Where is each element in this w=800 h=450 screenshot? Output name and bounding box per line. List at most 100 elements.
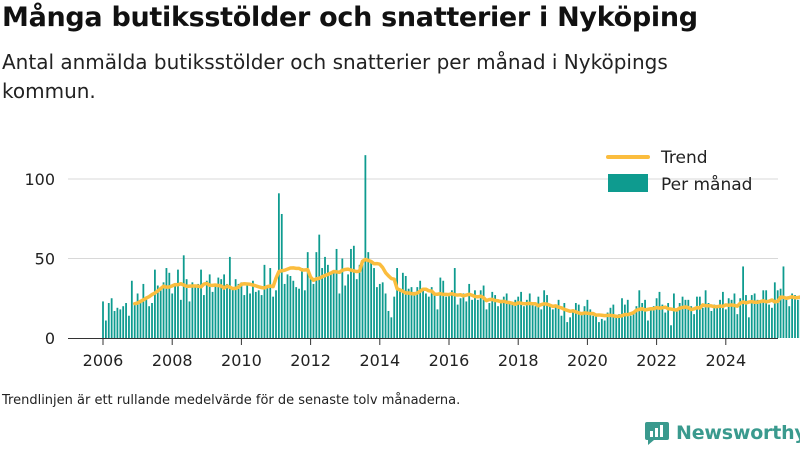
bar [543, 290, 546, 338]
bar [649, 307, 652, 338]
bar [736, 314, 739, 338]
bar [191, 282, 194, 338]
bar [430, 287, 433, 338]
chart-title: Många butiksstölder och snatterier i Nyk… [2, 2, 698, 33]
bar [249, 293, 251, 338]
bar [159, 290, 162, 338]
bar [373, 268, 375, 338]
brand: Newsworthy [644, 419, 800, 447]
bar [687, 299, 690, 338]
bar [182, 255, 185, 338]
bar [292, 280, 295, 338]
x-tick-label: 2022 [636, 351, 677, 370]
bar [673, 293, 675, 338]
bar [560, 315, 563, 338]
bar [719, 299, 721, 338]
bar [707, 303, 710, 338]
legend-bars-swatch [608, 174, 648, 192]
trend-line [132, 257, 800, 319]
bar [502, 296, 505, 338]
bar [554, 306, 557, 338]
bar [471, 299, 473, 338]
legend-trend-label: Trend [660, 148, 708, 168]
bar [341, 258, 344, 338]
bar [439, 277, 442, 338]
bar [179, 299, 182, 338]
brand-name: Newsworthy [676, 422, 800, 444]
x-axis-ticks: 2006 2008 2010 2012 2014 2016 2018 2020 2022 2024 [83, 338, 746, 370]
bar [295, 287, 298, 338]
bar [142, 283, 145, 338]
bar [678, 303, 681, 338]
bar [615, 315, 618, 338]
bar [364, 155, 367, 338]
bar [355, 279, 358, 338]
bar [433, 293, 436, 338]
bar [525, 299, 528, 338]
bar [511, 304, 514, 338]
bar [200, 269, 202, 338]
bar [358, 264, 361, 338]
bar [211, 291, 214, 338]
bar [128, 315, 130, 338]
bar [133, 304, 136, 338]
bar [612, 304, 615, 338]
bar [203, 295, 205, 338]
bar [586, 299, 589, 338]
bar [747, 317, 750, 338]
bar [327, 264, 329, 338]
bar [277, 193, 280, 338]
bar [384, 293, 387, 338]
bar [632, 310, 635, 338]
bar [600, 318, 603, 338]
bar [727, 298, 730, 338]
x-tick-label: 2024 [705, 351, 746, 370]
bar [145, 296, 148, 338]
bar [177, 269, 179, 338]
x-tick-label: 2006 [83, 351, 124, 370]
bar [376, 287, 378, 338]
newsworthy-logo-icon [645, 422, 669, 445]
bar [745, 295, 747, 338]
bar [598, 322, 600, 338]
bar [739, 298, 742, 338]
bar [246, 285, 249, 338]
bar [156, 285, 159, 338]
x-tick-label: 2016 [429, 351, 470, 370]
bar [318, 234, 321, 338]
bar [563, 303, 566, 338]
bar [459, 298, 462, 338]
bar [401, 272, 404, 338]
bar [782, 266, 785, 338]
x-tick-label: 2018 [498, 351, 539, 370]
bar [759, 303, 762, 338]
bar [592, 315, 595, 338]
bar [436, 309, 439, 338]
bar [168, 272, 171, 338]
bar [623, 304, 626, 338]
bar [263, 264, 266, 338]
bar [583, 306, 586, 338]
bar [234, 279, 237, 338]
bar [569, 317, 571, 338]
bar [523, 306, 525, 338]
bar [684, 299, 687, 338]
y-tick-label: 50 [35, 250, 55, 269]
bar [675, 309, 678, 338]
bar [286, 274, 289, 338]
bar [298, 288, 300, 338]
footnote: Trendlinjen är ett rullande medelvärde f… [2, 393, 461, 408]
bar [399, 288, 401, 338]
bar [381, 282, 384, 338]
bar [329, 274, 332, 338]
bar [505, 293, 508, 338]
bar [303, 290, 306, 338]
bar [733, 293, 736, 338]
bar [534, 306, 537, 338]
bar [162, 282, 165, 338]
bar [762, 290, 765, 338]
bar [223, 274, 225, 338]
bar [626, 299, 629, 338]
bar [517, 296, 520, 338]
